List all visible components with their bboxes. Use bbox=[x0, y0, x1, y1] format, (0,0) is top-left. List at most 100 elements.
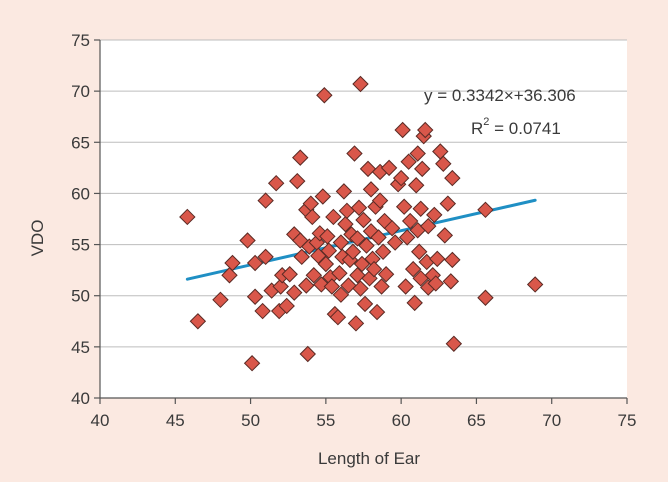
data-point bbox=[439, 195, 457, 212]
data-point bbox=[221, 267, 238, 284]
data-point bbox=[401, 212, 419, 230]
chart-frame: 40 45 50 55 60 65 70 75 40 45 50 55 60 65 70 75 Length … bbox=[12, 6, 650, 474]
data-point bbox=[398, 229, 416, 246]
data-point bbox=[331, 265, 348, 282]
r-squared-prefix: R bbox=[471, 119, 483, 138]
data-point bbox=[383, 219, 401, 237]
data-point bbox=[477, 289, 494, 306]
data-point bbox=[286, 284, 303, 301]
y-axis-title: VDO bbox=[28, 220, 47, 257]
data-point bbox=[358, 237, 375, 254]
data-point bbox=[346, 145, 363, 162]
data-point bbox=[411, 243, 428, 260]
y-tick-label-55: 55 bbox=[71, 236, 90, 255]
axes bbox=[94, 39, 628, 404]
data-point bbox=[320, 242, 338, 259]
x-tick-label-45: 45 bbox=[166, 411, 185, 430]
x-tick-label-65: 65 bbox=[467, 411, 486, 430]
x-axis-title: Length of Ear bbox=[318, 449, 420, 468]
data-point bbox=[435, 155, 452, 172]
data-point bbox=[319, 228, 336, 245]
data-point bbox=[267, 174, 285, 192]
data-point bbox=[356, 295, 374, 313]
data-point bbox=[323, 278, 341, 295]
data-point bbox=[352, 280, 369, 297]
data-point bbox=[444, 251, 461, 269]
x-tick-label-75: 75 bbox=[618, 411, 637, 430]
tick-labels: 40 45 50 55 60 65 70 75 40 45 50 55 60 65 70 75 bbox=[71, 31, 636, 430]
data-point bbox=[409, 145, 426, 162]
data-point bbox=[429, 250, 446, 268]
data-point bbox=[444, 169, 461, 187]
data-point bbox=[335, 183, 353, 200]
data-point bbox=[292, 149, 309, 166]
data-point bbox=[332, 234, 350, 251]
data-point bbox=[370, 229, 387, 246]
data-point bbox=[189, 313, 207, 330]
y-tick-label-70: 70 bbox=[71, 82, 90, 101]
data-point bbox=[332, 286, 350, 303]
data-point bbox=[377, 266, 395, 283]
data-point bbox=[344, 243, 362, 260]
data-point bbox=[374, 243, 392, 260]
data-point bbox=[347, 315, 365, 332]
x-tick-label-60: 60 bbox=[392, 411, 411, 430]
data-point bbox=[304, 208, 321, 226]
data-point bbox=[400, 153, 417, 170]
data-point bbox=[404, 260, 422, 278]
scatter-chart: 40 45 50 55 60 65 70 75 40 45 50 55 60 65 70 75 Length … bbox=[28, 31, 636, 468]
r-squared-value: = 0.0741 bbox=[489, 119, 560, 138]
data-point bbox=[442, 273, 460, 290]
data-point bbox=[397, 278, 414, 295]
data-point bbox=[272, 278, 289, 295]
data-points bbox=[179, 75, 544, 372]
y-tick-label-45: 45 bbox=[71, 338, 90, 357]
data-point bbox=[406, 294, 423, 312]
data-point bbox=[325, 208, 342, 226]
data-point bbox=[417, 121, 434, 139]
data-point bbox=[420, 217, 437, 235]
data-point bbox=[445, 335, 463, 352]
data-point bbox=[316, 87, 333, 104]
data-point bbox=[305, 267, 323, 284]
data-point bbox=[352, 75, 369, 93]
data-point bbox=[257, 248, 274, 266]
data-point bbox=[239, 232, 256, 249]
data-point bbox=[314, 188, 332, 205]
data-point bbox=[224, 254, 241, 272]
data-point bbox=[293, 248, 310, 266]
data-point bbox=[407, 177, 425, 194]
data-point bbox=[373, 278, 390, 295]
data-point bbox=[392, 169, 410, 187]
x-tick-label-40: 40 bbox=[91, 411, 110, 430]
data-point bbox=[212, 291, 229, 309]
data-point bbox=[278, 297, 295, 315]
x-tick-label-50: 50 bbox=[241, 411, 260, 430]
data-point bbox=[313, 276, 330, 293]
data-point bbox=[340, 277, 357, 294]
data-point bbox=[349, 230, 366, 247]
trendline-equation: y = 0.3342×+36.306 bbox=[424, 86, 576, 105]
y-tick-label-60: 60 bbox=[71, 184, 90, 203]
data-point bbox=[254, 302, 271, 320]
y-tick-label-75: 75 bbox=[71, 31, 90, 50]
data-point bbox=[350, 199, 368, 216]
data-point bbox=[359, 160, 377, 178]
data-point bbox=[337, 215, 354, 233]
data-point bbox=[281, 266, 298, 283]
data-point bbox=[426, 206, 443, 224]
data-point bbox=[243, 355, 261, 372]
y-tick-label-65: 65 bbox=[71, 133, 90, 152]
data-point bbox=[395, 198, 413, 215]
data-point bbox=[246, 288, 264, 305]
data-point bbox=[362, 223, 380, 240]
r-squared-label: R2 = 0.0741 bbox=[471, 116, 561, 138]
data-point bbox=[329, 308, 347, 326]
data-point bbox=[414, 160, 431, 178]
data-point bbox=[394, 121, 411, 139]
data-point bbox=[362, 181, 380, 198]
data-point bbox=[317, 255, 335, 273]
data-point bbox=[246, 254, 264, 272]
data-point bbox=[477, 201, 494, 219]
data-point bbox=[298, 277, 315, 294]
